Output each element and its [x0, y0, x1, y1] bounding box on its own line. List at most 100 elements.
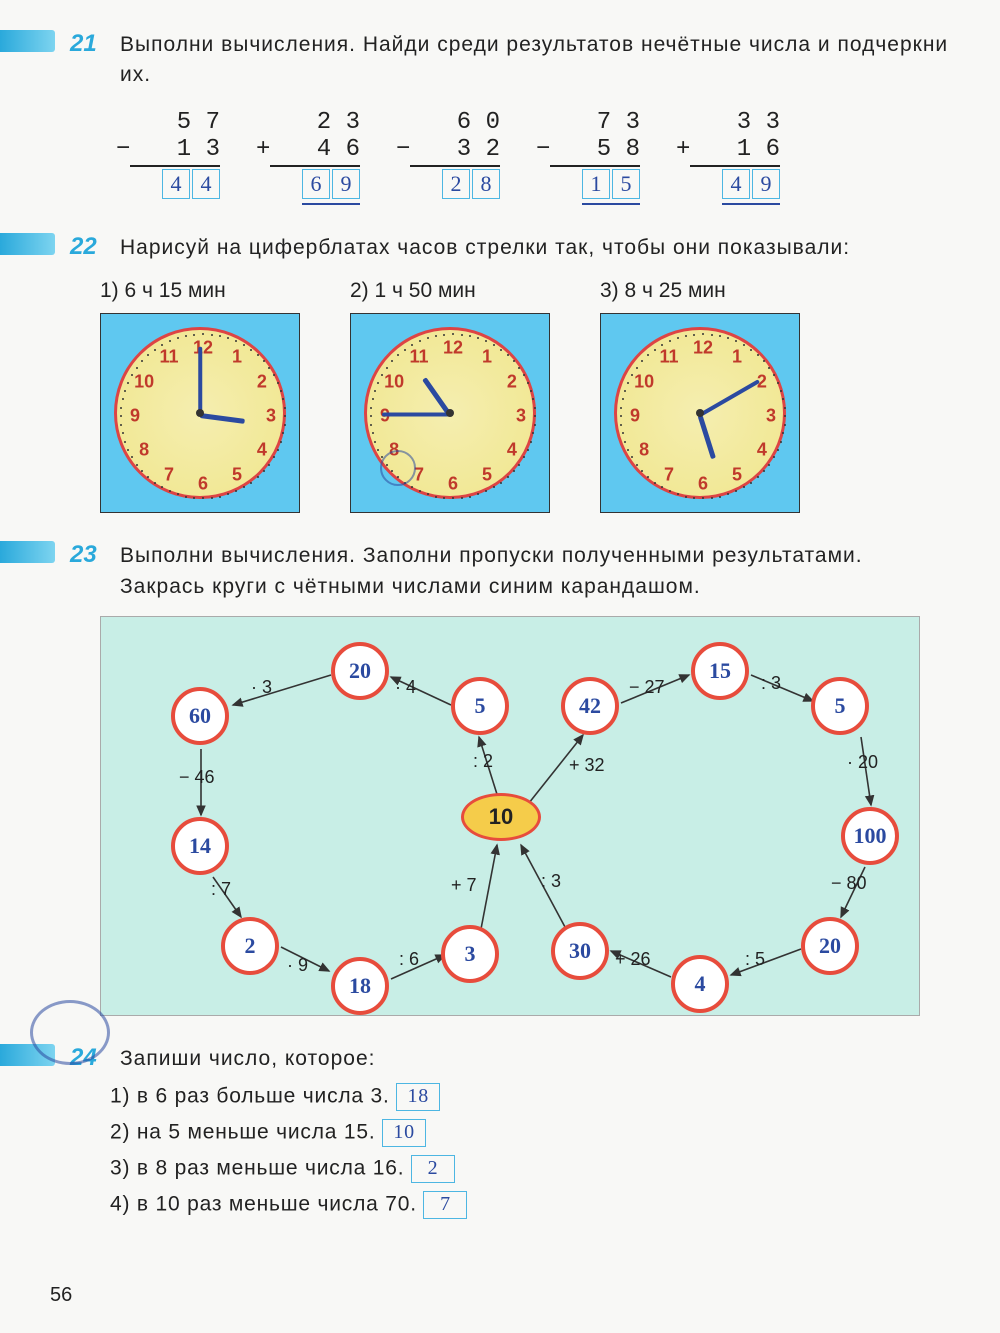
answer-box: 9 [752, 169, 780, 199]
clock-numeral: 10 [134, 372, 154, 393]
operation-label: + 7 [451, 875, 477, 896]
operation-label: : 7 [211, 879, 231, 900]
question-text: 1) в 6 раз больше числа 3. [110, 1084, 396, 1107]
clock-numeral: 5 [482, 465, 492, 486]
flow-node: 100 [841, 807, 899, 865]
clock-numeral: 7 [664, 465, 674, 486]
answer-box: 4 [192, 169, 220, 199]
operation-label: · 9 [287, 955, 308, 976]
exercise-22: 22 Нарисуй на циферблатах часов стрелки … [70, 233, 950, 513]
clock-numeral: 9 [630, 406, 640, 427]
task-marker [0, 541, 55, 563]
answer-box: 2 [411, 1155, 455, 1183]
flow-node: 5 [811, 677, 869, 735]
operation-label: : 3 [761, 673, 781, 694]
question-text: 4) в 10 раз меньше числа 70. [110, 1192, 423, 1215]
operation-label: − 80 [831, 873, 867, 894]
task-marker [0, 233, 55, 255]
operation-label: − 27 [629, 677, 665, 698]
answer-box: 9 [332, 169, 360, 199]
clock-numeral: 10 [634, 372, 654, 393]
arithmetic-problem: 5 7−1 344 [130, 109, 220, 205]
answer-box: 6 [302, 169, 330, 199]
clock-numeral: 11 [159, 347, 178, 368]
question-text: 2) на 5 меньше числа 15. [110, 1120, 382, 1143]
question-text: 3) в 8 раз меньше числа 16. [110, 1156, 411, 1179]
clock-face: 121234567891011 [614, 327, 786, 499]
clock-numeral: 10 [384, 372, 404, 393]
flow-node: 15 [691, 642, 749, 700]
pen-scribble [30, 1000, 110, 1065]
clock-numeral: 12 [443, 338, 463, 359]
clock-numeral: 1 [482, 347, 492, 368]
answer-box: 18 [396, 1083, 440, 1111]
exercise-24: 24 Запиши число, которое: 1) в 6 раз бол… [70, 1044, 950, 1218]
clock-frame: 121234567891011 [600, 313, 800, 513]
flow-node: 20 [801, 917, 859, 975]
clock-row: 1) 6 ч 15 мин1212345678910112) 1 ч 50 ми… [100, 279, 950, 513]
answer-box: 2 [442, 169, 470, 199]
flow-node: 4 [671, 955, 729, 1013]
clock-label: 3) 8 ч 25 мин [600, 279, 800, 303]
clock-numeral: 1 [232, 347, 242, 368]
minute-hand [699, 380, 760, 417]
operation-label: · 4 [395, 677, 416, 698]
clock-numeral: 5 [232, 465, 242, 486]
center-node: 10 [461, 793, 541, 841]
clock-numeral: 2 [257, 372, 267, 393]
ex24-item: 4) в 10 раз меньше числа 70. 7 [110, 1191, 950, 1219]
operation-label: : 2 [473, 751, 493, 772]
task-marker [0, 30, 55, 52]
arithmetic-problem: 2 3+4 669 [270, 109, 360, 205]
operation-label: + 26 [615, 949, 651, 970]
clock-label: 1) 6 ч 15 мин [100, 279, 300, 303]
task-text: Выполни вычисления. Найди среди результа… [120, 30, 950, 91]
flow-node: 60 [171, 687, 229, 745]
answer-box: 4 [722, 169, 750, 199]
task-number: 21 [70, 30, 106, 58]
hour-hand [698, 415, 716, 459]
ex24-list: 1) в 6 раз больше числа 3. 18 2) на 5 мен… [70, 1083, 950, 1219]
clock-numeral: 4 [757, 440, 767, 461]
clock-frame: 121234567891011 [100, 313, 300, 513]
clock-numeral: 7 [164, 465, 174, 486]
flow-node: 42 [561, 677, 619, 735]
clock-numeral: 1 [732, 347, 742, 368]
clock-numeral: 2 [507, 372, 517, 393]
operation-label: : 5 [745, 949, 765, 970]
answer-box: 10 [382, 1119, 426, 1147]
answer-box: 7 [423, 1191, 467, 1219]
operation-label: + 32 [569, 755, 605, 776]
clock-numeral: 11 [659, 347, 678, 368]
clock-numeral: 8 [139, 440, 149, 461]
clock-numeral: 12 [193, 338, 213, 359]
ex24-item: 2) на 5 меньше числа 15. 10 [110, 1119, 950, 1147]
exercise-21: 21 Выполни вычисления. Найди среди резул… [70, 30, 950, 205]
answer-box: 5 [612, 169, 640, 199]
operation-label: · 3 [251, 677, 272, 698]
task-number: 23 [70, 541, 106, 569]
clock-numeral: 4 [257, 440, 267, 461]
flow-node: 20 [331, 642, 389, 700]
minute-hand [198, 347, 202, 415]
clock-numeral: 9 [130, 406, 140, 427]
flow-node: 30 [551, 922, 609, 980]
minute-hand [382, 413, 450, 417]
clock-numeral: 6 [198, 474, 208, 495]
arithmetic-problem: 7 3−5 815 [550, 109, 640, 205]
clock-numeral: 3 [766, 406, 776, 427]
flow-node: 5 [451, 677, 509, 735]
arithmetic-problem: 6 0−3 228 [410, 109, 500, 205]
answer-box: 4 [162, 169, 190, 199]
task-text: Запиши число, которое: [120, 1044, 375, 1074]
clock-numeral: 5 [732, 465, 742, 486]
exercise-23: 23 Выполни вычисления. Заполни пропуски … [70, 541, 950, 1016]
ex24-item: 3) в 8 раз меньше числа 16. 2 [110, 1155, 950, 1183]
clock-frame: 121234567891011 [350, 313, 550, 513]
page-number: 56 [50, 1284, 72, 1307]
operation-label: − 46 [179, 767, 215, 788]
clock-numeral: 6 [448, 474, 458, 495]
clock-item: 2) 1 ч 50 мин121234567891011 [350, 279, 550, 513]
flow-node: 14 [171, 817, 229, 875]
page: 21 Выполни вычисления. Найди среди резул… [0, 0, 1000, 1267]
